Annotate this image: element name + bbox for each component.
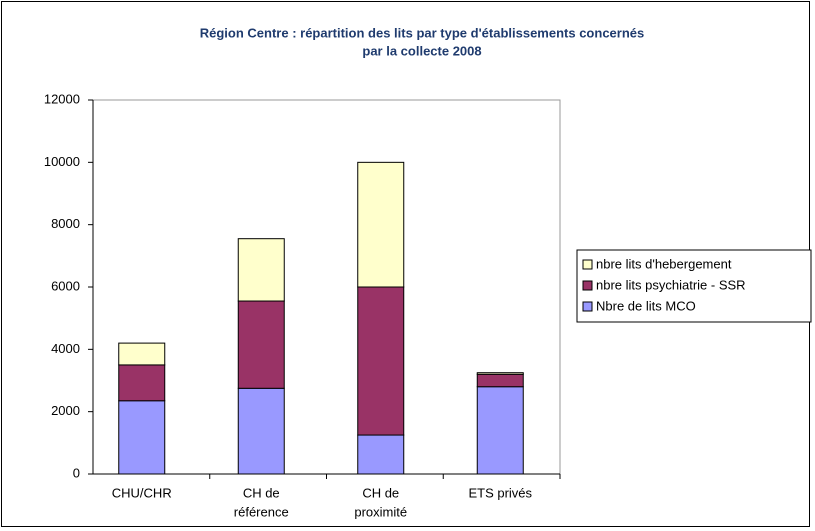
y-tick-label: 8000 bbox=[51, 216, 80, 231]
x-tick-label: proximité bbox=[354, 504, 407, 519]
bar-segment bbox=[118, 342, 166, 366]
legend-swatch bbox=[582, 280, 593, 291]
y-tick-label: 6000 bbox=[51, 278, 80, 293]
x-tick-label: CH de bbox=[362, 485, 399, 500]
legend-box bbox=[576, 249, 812, 323]
x-tick-label: référence bbox=[234, 504, 289, 519]
x-tick-label: CHU/CHR bbox=[112, 485, 172, 500]
bar-segment bbox=[237, 387, 285, 475]
legend-swatch bbox=[582, 259, 593, 270]
y-tick-label: 0 bbox=[73, 465, 80, 480]
legend-label: nbre lits d'hebergement bbox=[596, 256, 732, 271]
y-tick-label: 2000 bbox=[51, 403, 80, 418]
bar-segment bbox=[237, 238, 285, 302]
x-tick-label: ETS privés bbox=[468, 485, 532, 500]
bar-segment bbox=[118, 364, 166, 402]
chart-title: par la collecte 2008 bbox=[362, 43, 481, 58]
legend-label: nbre lits psychiatrie - SSR bbox=[596, 277, 746, 292]
bar-segment bbox=[357, 161, 405, 288]
bar-segment bbox=[476, 372, 524, 375]
bar-segment bbox=[118, 400, 166, 475]
y-tick-label: 12000 bbox=[44, 91, 80, 106]
legend-label: Nbre de lits MCO bbox=[596, 298, 696, 313]
bar-segment bbox=[357, 434, 405, 475]
x-tick-label: CH de bbox=[243, 485, 280, 500]
y-tick-label: 10000 bbox=[44, 154, 80, 169]
chart-title: Région Centre : répartition des lits par… bbox=[200, 25, 645, 40]
bar-segment bbox=[357, 286, 405, 436]
bar-segment bbox=[237, 300, 285, 389]
bar-segment bbox=[476, 386, 524, 475]
legend-swatch bbox=[582, 301, 593, 312]
y-tick-label: 4000 bbox=[51, 341, 80, 356]
bar-segment bbox=[476, 373, 524, 388]
